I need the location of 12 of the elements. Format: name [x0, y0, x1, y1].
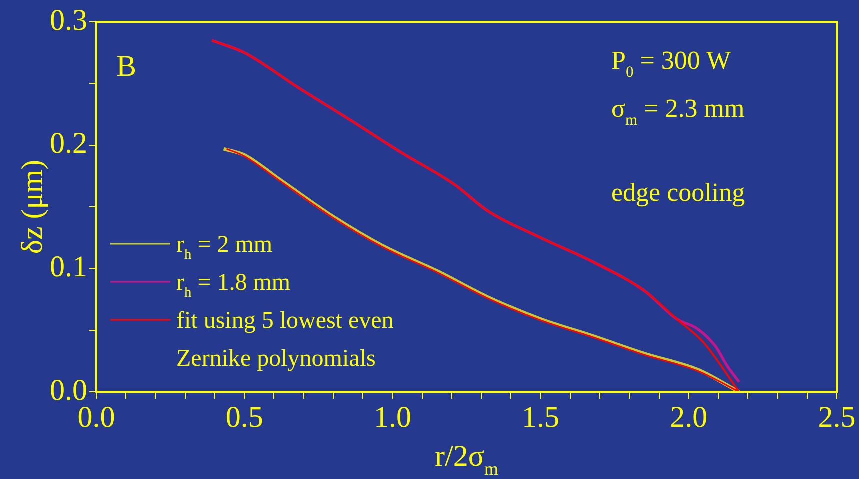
- legend-label: fit using 5 lowest even Zernike polynomials: [176, 308, 394, 372]
- y-tick-label: 0.1: [50, 250, 88, 284]
- annotation: B: [116, 50, 137, 83]
- x-tick-label: 2.5: [818, 400, 856, 434]
- y-tick-label: 0.2: [50, 127, 88, 160]
- annotation: edge cooling: [612, 178, 746, 207]
- x-tick-label: 1.5: [522, 400, 560, 434]
- x-tick-label: 2.0: [670, 400, 708, 434]
- y-tick-label: 0.3: [50, 4, 88, 37]
- y-axis-title: δz (μm): [16, 160, 49, 254]
- x-tick-label: 1.0: [374, 400, 412, 434]
- x-tick-label: 0.5: [226, 400, 264, 434]
